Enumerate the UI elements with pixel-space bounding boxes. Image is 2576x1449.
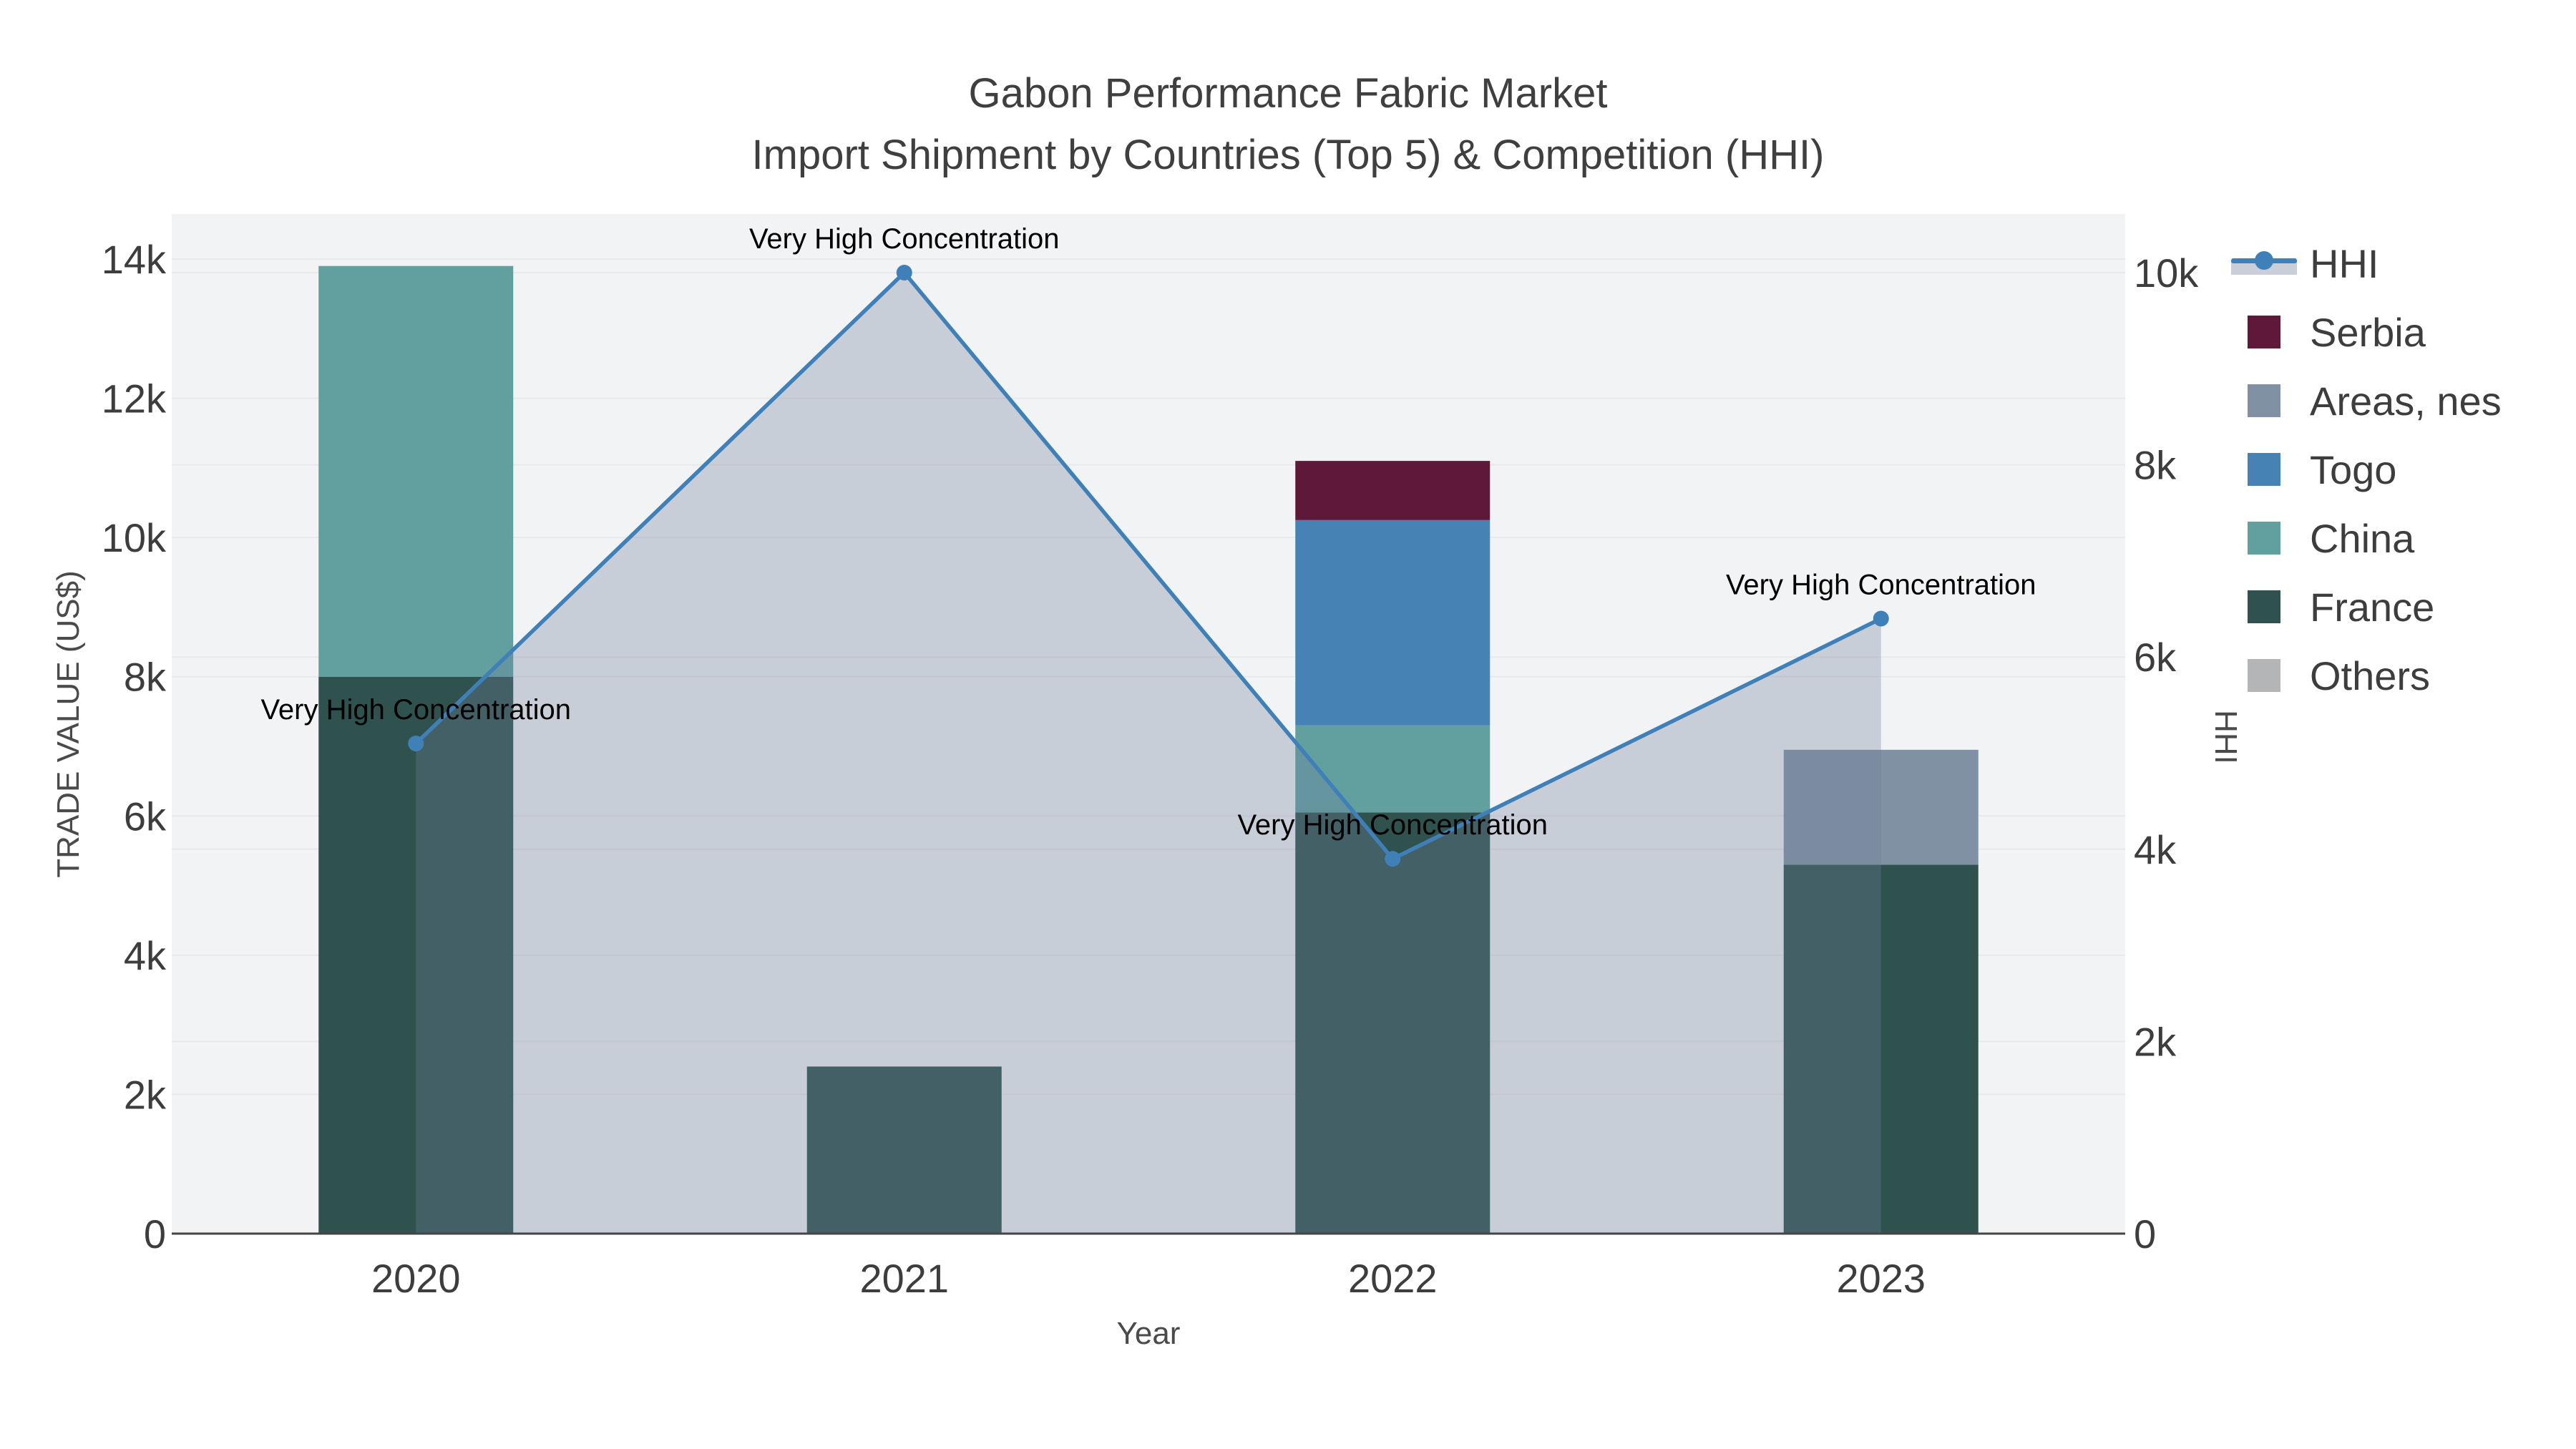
hhi-line [414, 269, 1882, 862]
annotation-layer: Very High Concentration Very High Concent… [260, 223, 2036, 841]
y-left-tick-0: 0 [144, 1211, 166, 1257]
france-swatch-icon [2248, 590, 2280, 623]
bar-segment-france-2020[interactable] [318, 676, 514, 1234]
legend-label: Others [2310, 653, 2431, 698]
legend-label: France [2310, 584, 2435, 630]
hhi-line-layer [408, 265, 1889, 867]
legend-item-china[interactable]: China [2231, 504, 2502, 572]
annotation-2021: Very High Concentration [749, 223, 1060, 255]
serbia-swatch-icon [2248, 316, 2280, 348]
hhi-point-2020[interactable] [408, 736, 424, 752]
bar-segment-france-2022[interactable] [1295, 812, 1491, 1234]
y-left-tick-8k: 8k [124, 655, 167, 700]
hhi-area-fill [416, 273, 1881, 1234]
legend-label: HHI [2310, 240, 2379, 286]
bar-segment-togo-2022[interactable] [1295, 519, 1491, 726]
y-left-tick-6k: 6k [124, 794, 167, 839]
y-right-tick-10k: 10k [2134, 250, 2199, 296]
y-right-tick-8k: 8k [2134, 443, 2177, 488]
y-left-tick-10k: 10k [102, 515, 167, 560]
areas-nes-swatch-icon [2248, 384, 2280, 417]
legend-label: China [2310, 515, 2415, 561]
legend-label: Serbia [2310, 309, 2426, 355]
x-tick-2020: 2020 [371, 1256, 461, 1301]
annotation-2023: Very High Concentration [1726, 569, 2036, 600]
y-left-tick-4k: 4k [124, 933, 167, 978]
chart-title-line1: Gabon Performance Fabric Market [968, 70, 1608, 117]
axis-layer: 0 2k 4k 6k 8k 10k 12k 14k 0 2k 4k 6k 8k 10k 2020 2021 20… [102, 237, 2200, 1301]
hhi-line-icon [2231, 249, 2297, 278]
hhi-point-2022[interactable] [1385, 851, 1401, 867]
bar-segment-france-2023[interactable] [1783, 864, 1979, 1234]
x-tick-2021: 2021 [859, 1256, 949, 1301]
y-left-tick-12k: 12k [102, 376, 167, 421]
bar-layer [318, 265, 1979, 1234]
x-tick-2023: 2023 [1836, 1256, 1926, 1301]
x-tick-2022: 2022 [1348, 1256, 1438, 1301]
legend-item-hhi[interactable]: HHI [2231, 229, 2502, 298]
legend-item-togo[interactable]: Togo [2231, 435, 2502, 504]
bar-segment-france-2021[interactable] [806, 1066, 1002, 1234]
y-right-tick-2k: 2k [2134, 1019, 2177, 1064]
annotation-2022: Very High Concentration [1237, 809, 1548, 841]
legend-item-areas-nes[interactable]: Areas, nes [2231, 366, 2502, 435]
bar-segment-china-2020[interactable] [318, 265, 514, 677]
chart-title-line2: Import Shipment by Countries (Top 5) & C… [751, 132, 1825, 178]
y-left-tick-2k: 2k [124, 1072, 167, 1117]
y-right-axis-title: HHI [2208, 710, 2243, 764]
china-swatch-icon [2248, 522, 2280, 555]
y-right-tick-0: 0 [2134, 1211, 2156, 1257]
legend-label: Togo [2310, 447, 2397, 492]
y-right-tick-6k: 6k [2134, 635, 2177, 680]
others-swatch-icon [2248, 659, 2280, 692]
legend-label: Areas, nes [2310, 378, 2502, 424]
togo-swatch-icon [2248, 453, 2280, 486]
legend: HHI Serbia Areas, nes Togo China France … [2231, 229, 2502, 710]
x-axis-title: Year [1117, 1316, 1181, 1351]
legend-item-serbia[interactable]: Serbia [2231, 298, 2502, 366]
chart-title: Gabon Performance Fabric Market Import S… [0, 63, 2576, 186]
legend-item-france[interactable]: France [2231, 572, 2502, 641]
bar-segment-areas-nes-2023[interactable] [1783, 749, 1979, 865]
hhi-point-2021[interactable] [896, 265, 912, 280]
bar-segment-china-2022[interactable] [1295, 725, 1491, 813]
legend-item-others[interactable]: Others [2231, 641, 2502, 710]
bar-segment-serbia-2022[interactable] [1295, 461, 1491, 520]
hhi-area-layer [416, 273, 1881, 1234]
y-left-axis-title: TRADE VALUE (US$) [51, 570, 86, 878]
hhi-point-2023[interactable] [1873, 610, 1889, 627]
annotation-2020: Very High Concentration [260, 694, 571, 726]
y-right-tick-4k: 4k [2134, 827, 2177, 872]
y-left-tick-14k: 14k [102, 237, 167, 282]
